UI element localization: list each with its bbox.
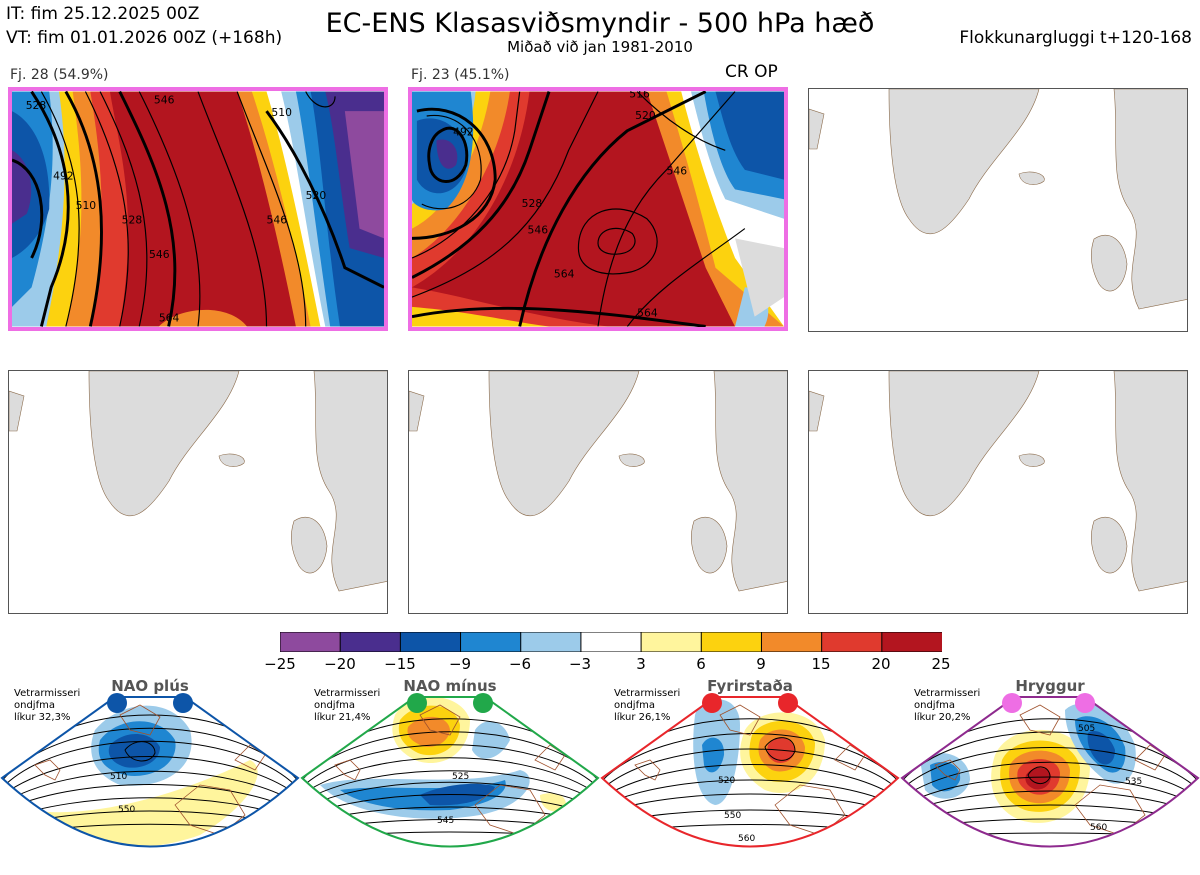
contour-label: 560 [1090, 823, 1107, 833]
regime-name: NAO plús [111, 677, 189, 695]
colorbar-swatch [821, 632, 883, 652]
cluster-map-2-graphic: 516 492 520 528 546 546 564 564 [412, 91, 784, 327]
colorbar-tick: 20 [871, 655, 891, 673]
contour-label: 564 [637, 307, 658, 320]
regime-nao-minus-map: 525 545 565 [300, 693, 600, 861]
contour-label: 492 [53, 170, 74, 183]
regime-note: Vetrarmisseri ondjfma líkur 26,1% [614, 688, 681, 723]
contour-label: 560 [738, 834, 755, 844]
colorbar-swatch [700, 632, 763, 652]
valid-time: VT: fim 01.01.2026 00Z (+168h) [6, 28, 283, 48]
colorbar-tick: 9 [756, 655, 766, 673]
colorbar-swatch [881, 632, 942, 652]
colorbar-swatch [399, 632, 462, 652]
colorbar-tick: 6 [696, 655, 706, 673]
regime-nao-plus-map: 510 550 [0, 693, 300, 848]
empty-cluster-map-5 [408, 370, 788, 614]
colorbar-swatch [580, 632, 643, 652]
colorbar-swatch [640, 632, 703, 652]
land-outline [809, 89, 1187, 310]
panel-1-label: Fj. 28 (54.9%) [10, 67, 109, 83]
empty-cluster-map-4 [8, 370, 388, 614]
colorbar-tick: 25 [931, 655, 951, 673]
colorbar-swatch [280, 632, 342, 652]
land-outline [9, 371, 387, 592]
contour-label: 564 [159, 312, 180, 325]
colorbar-tick: 3 [636, 655, 646, 673]
contour-label: 546 [528, 223, 549, 236]
colorbar-tick: −20 [324, 655, 356, 673]
contour-label: 520 [635, 109, 656, 122]
cluster-map-1: 528 546 510 492 510 528 546 546 520 564 [8, 87, 388, 331]
cr-op-label: CR OP [725, 62, 778, 82]
contour-label: 520 [718, 776, 735, 786]
regime-name: NAO mínus [403, 677, 497, 695]
contour-label: 545 [437, 816, 454, 826]
colorbar-tick: −15 [384, 655, 416, 673]
colorbar-swatches [280, 632, 942, 652]
land-outline [809, 371, 1187, 592]
contour-label: 550 [118, 805, 135, 815]
contour-label: 520 [306, 189, 327, 202]
cluster-map-1-graphic: 528 546 510 492 510 528 546 546 520 564 [12, 91, 384, 327]
contour-label: 516 [629, 91, 650, 100]
regime-marker [1002, 693, 1022, 713]
contour-label: 525 [452, 772, 469, 782]
contour-label: 528 [26, 99, 47, 112]
contour-label: 510 [76, 199, 97, 212]
colorbar-tick: −25 [264, 655, 296, 673]
regime-fyrirstada-map: 520 550 560 [600, 693, 900, 848]
regime-marker [407, 693, 427, 713]
contour-label: 546 [154, 93, 175, 106]
page-subtitle: Miðað við jan 1981-2010 [507, 38, 693, 56]
colorbar-tick: 15 [811, 655, 831, 673]
regime-marker [473, 693, 493, 713]
contour-label: 550 [724, 811, 741, 821]
regime-hryggur-map: 505 535 560 [900, 693, 1200, 848]
colorbar-swatch [460, 632, 522, 652]
regime-nao-plus: 510 550 NAO plús Vetrarmisseri ondjfma l… [0, 675, 300, 875]
contour-label: 505 [1078, 724, 1095, 734]
panel-2-label: Fj. 23 (45.1%) [411, 67, 510, 83]
contour-label: 510 [271, 106, 292, 119]
regime-marker [107, 693, 127, 713]
land-outline [409, 371, 787, 592]
empty-cluster-map-6 [808, 370, 1188, 614]
contour-label: 492 [453, 126, 474, 139]
contour-label: 546 [267, 214, 288, 227]
initial-time: IT: fim 25.12.2025 00Z [6, 4, 200, 24]
contour-label: 510 [110, 772, 127, 782]
colorbar-tick: −6 [508, 655, 532, 673]
regime-note: Vetrarmisseri ondjfma líkur 20,2% [914, 688, 981, 723]
regime-name: Hryggur [1015, 677, 1085, 695]
contour-label: 528 [522, 197, 543, 210]
regime-marker [173, 693, 193, 713]
page-title: EC-ENS Klasasviðsmyndir - 500 hPa hæð [325, 8, 875, 39]
regime-marker [778, 693, 798, 713]
colorbar-tick: −9 [448, 655, 472, 673]
contour-label: 528 [122, 214, 143, 227]
colorbar-swatch [520, 632, 582, 652]
colorbar [280, 632, 942, 652]
regime-note: Vetrarmisseri ondjfma líkur 32,3% [14, 688, 81, 723]
contour-label: 546 [667, 165, 688, 178]
regime-nao-minus: 525 545 565 NAO mínus Vetrarmisseri ondj… [300, 675, 600, 875]
contour-label: 564 [554, 268, 575, 281]
regime-name: Fyrirstaða [707, 677, 793, 695]
cluster-map-2: 516 492 520 528 546 546 564 564 [408, 87, 788, 331]
regime-marker [702, 693, 722, 713]
empty-cluster-map-3 [808, 88, 1188, 332]
regime-hryggur: 505 535 560 Hryggur Vetrarmisseri ondjfm… [900, 675, 1200, 875]
regime-marker [1075, 693, 1095, 713]
classification-window: Flokkunargluggi t+120-168 [959, 28, 1192, 48]
contour-label: 546 [149, 248, 170, 261]
contour-label: 535 [1125, 777, 1142, 787]
regime-fyrirstada: 520 550 560 Fyrirstaða Vetrarmisseri ond… [600, 675, 900, 875]
colorbar-swatch [339, 632, 402, 652]
regime-note: Vetrarmisseri ondjfma líkur 21,4% [314, 688, 381, 723]
contour-label: 565 [447, 851, 464, 861]
colorbar-tick: −3 [568, 655, 592, 673]
colorbar-swatch [760, 632, 823, 652]
